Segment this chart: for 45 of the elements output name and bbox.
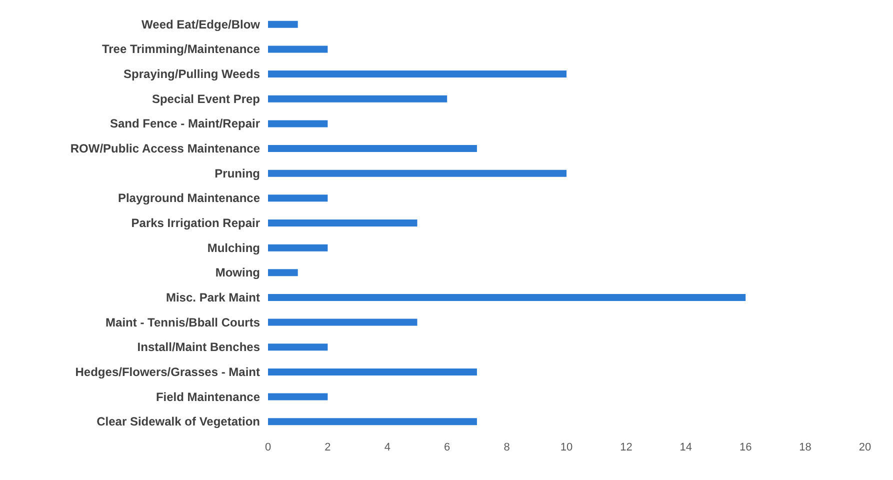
bar bbox=[268, 418, 477, 426]
y-tick-label: Field Maintenance bbox=[156, 390, 260, 404]
x-tick-label: 14 bbox=[680, 442, 692, 454]
y-tick-label: Mowing bbox=[215, 266, 260, 280]
y-tick-label: Hedges/Flowers/Grasses - Maint bbox=[75, 364, 260, 379]
bar bbox=[268, 393, 328, 400]
y-tick-label: Weed Eat/Edge/Blow bbox=[142, 17, 261, 32]
x-tick-label: 2 bbox=[324, 442, 331, 454]
x-tick-label: 10 bbox=[560, 442, 573, 454]
y-tick-label: Misc. Park Maint bbox=[166, 290, 260, 304]
y-tick-label: Special Event Prep bbox=[152, 92, 260, 106]
y-tick-label: Tree Trimming/Maintenance bbox=[102, 42, 260, 56]
x-tick-label: 8 bbox=[504, 442, 510, 454]
y-tick-label: Parks Irrigation Repair bbox=[131, 216, 260, 230]
y-tick-label: ROW/Public Access Maintenance bbox=[70, 142, 260, 156]
x-tick-label: 20 bbox=[858, 442, 872, 454]
bar bbox=[268, 318, 418, 326]
x-tick-label: 18 bbox=[799, 442, 812, 454]
bar bbox=[268, 294, 746, 301]
bar bbox=[268, 95, 448, 102]
y-tick-label: Maint - Tennis/Bball Courts bbox=[106, 315, 260, 330]
x-tick-label: 16 bbox=[739, 442, 752, 454]
bar bbox=[268, 368, 477, 376]
y-tick-label: Spraying/Pulling Weeds bbox=[124, 67, 260, 82]
x-tick-label: 4 bbox=[384, 442, 390, 454]
bar bbox=[268, 194, 328, 202]
bar bbox=[268, 46, 328, 53]
bar bbox=[268, 120, 328, 128]
x-tick-label: 6 bbox=[444, 442, 450, 454]
bar bbox=[268, 20, 298, 28]
y-tick-label: Mulching bbox=[207, 240, 260, 255]
bar bbox=[268, 70, 566, 78]
y-tick-label: Sand Fence - Maint/Repair bbox=[110, 116, 260, 131]
y-tick-label: Install/Maint Benches bbox=[137, 340, 260, 354]
y-tick-label: Clear Sidewalk of Vegetation bbox=[96, 414, 260, 429]
y-tick-label: Playground Maintenance bbox=[118, 191, 260, 206]
bar bbox=[268, 170, 566, 177]
bar bbox=[268, 269, 298, 276]
bar bbox=[268, 220, 418, 226]
bar bbox=[268, 244, 328, 252]
x-tick-label: 0 bbox=[264, 442, 272, 454]
x-tick-label: 12 bbox=[620, 442, 632, 454]
bar bbox=[268, 145, 477, 152]
y-tick-label: Pruning bbox=[214, 166, 260, 180]
bar bbox=[268, 344, 328, 351]
